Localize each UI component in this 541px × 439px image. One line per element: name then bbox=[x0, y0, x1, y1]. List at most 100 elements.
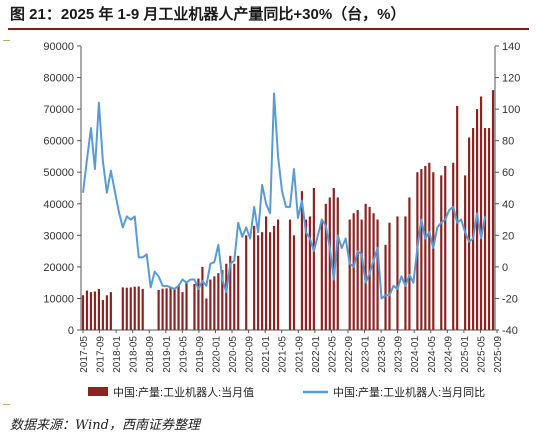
bar bbox=[137, 286, 140, 330]
bar bbox=[205, 298, 208, 330]
corner-tick-bottom bbox=[3, 404, 10, 405]
y-left-tick-label: 70000 bbox=[43, 104, 74, 116]
bar bbox=[468, 137, 471, 330]
y-left-tick-label: 90000 bbox=[43, 41, 74, 53]
x-tick-label: 2024-05 bbox=[427, 336, 438, 373]
corner-tick-top bbox=[3, 40, 10, 41]
x-tick-label: 2022-01 bbox=[311, 336, 322, 373]
bar bbox=[304, 219, 308, 330]
bar bbox=[257, 235, 260, 330]
bar bbox=[193, 283, 196, 330]
bar bbox=[217, 273, 220, 330]
bar bbox=[105, 295, 108, 330]
bar bbox=[356, 210, 359, 330]
bar bbox=[396, 216, 399, 330]
bar bbox=[276, 219, 280, 330]
x-tick-label: 2019-09 bbox=[195, 336, 206, 373]
bar bbox=[312, 188, 315, 330]
bar bbox=[424, 165, 427, 330]
x-tick-label: 2017-05 bbox=[79, 336, 90, 373]
bar bbox=[368, 206, 371, 330]
bar bbox=[93, 291, 97, 330]
bar bbox=[165, 288, 168, 330]
bar bbox=[233, 263, 236, 330]
x-tick-label: 2023-09 bbox=[394, 336, 405, 373]
bar bbox=[169, 287, 172, 330]
y-right-tick-label: 100 bbox=[502, 104, 520, 116]
x-tick-label: 2018-01 bbox=[112, 336, 123, 373]
bar bbox=[404, 216, 407, 330]
bar bbox=[479, 96, 483, 331]
y-left-tick-label: 20000 bbox=[43, 262, 74, 274]
bar bbox=[440, 175, 443, 330]
x-tick-label: 2022-05 bbox=[327, 336, 338, 373]
bar bbox=[483, 128, 487, 330]
bar bbox=[85, 290, 89, 330]
bar bbox=[213, 276, 216, 330]
bar bbox=[420, 169, 423, 330]
x-tick-label: 2025-09 bbox=[493, 336, 504, 373]
bar bbox=[487, 128, 491, 330]
bar bbox=[265, 216, 268, 330]
bar bbox=[261, 232, 264, 330]
x-tick-label: 2024-09 bbox=[443, 336, 454, 373]
x-tick-label: 2021-09 bbox=[294, 336, 305, 373]
legend-swatch-bar bbox=[88, 387, 108, 396]
bar bbox=[352, 213, 355, 330]
bar bbox=[201, 266, 204, 330]
bar bbox=[229, 255, 232, 330]
bar bbox=[388, 222, 391, 330]
bar bbox=[472, 128, 475, 330]
bar bbox=[268, 232, 272, 330]
bar bbox=[109, 292, 112, 330]
x-tick-label: 2025-01 bbox=[460, 336, 471, 373]
bar bbox=[237, 255, 240, 330]
x-tick-label: 2022-09 bbox=[344, 336, 355, 373]
bar bbox=[464, 175, 467, 330]
x-tick-label: 2021-01 bbox=[261, 336, 272, 373]
bar bbox=[129, 287, 132, 330]
bar bbox=[197, 278, 200, 330]
y-left-tick-label: 60000 bbox=[43, 136, 74, 148]
bar bbox=[173, 289, 176, 330]
bar bbox=[432, 172, 435, 330]
bar bbox=[101, 300, 104, 330]
figure-title: 图 21：2025 年 1-9 月工业机器人产量同比+30%（台，%） bbox=[10, 6, 406, 23]
y-left-tick-label: 50000 bbox=[43, 167, 74, 179]
bar bbox=[89, 292, 93, 330]
bar bbox=[161, 288, 164, 330]
bar bbox=[348, 219, 351, 330]
y-left-tick-label: 30000 bbox=[43, 230, 74, 242]
y-right-tick-label: 20 bbox=[502, 230, 514, 242]
x-tick-label: 2018-09 bbox=[145, 336, 156, 373]
y-right-tick-label: -40 bbox=[502, 325, 518, 337]
legend-label-bar: 中国:产量:工业机器人:当月值 bbox=[113, 385, 254, 399]
bar bbox=[364, 203, 367, 330]
bar bbox=[408, 197, 411, 330]
x-tick-label: 2020-09 bbox=[245, 336, 256, 373]
bar bbox=[81, 295, 85, 330]
bar bbox=[324, 203, 327, 330]
bar bbox=[141, 288, 144, 330]
bar bbox=[328, 197, 331, 330]
bar bbox=[221, 270, 224, 330]
bar bbox=[185, 282, 188, 330]
bar bbox=[444, 165, 447, 330]
bar bbox=[376, 219, 379, 330]
y-left-tick-label: 40000 bbox=[43, 199, 74, 211]
y-right-tick-label: -20 bbox=[502, 293, 518, 305]
bar bbox=[253, 225, 256, 330]
bar bbox=[428, 162, 431, 330]
yoy-line bbox=[81, 92, 487, 300]
y-left-tick-label: 80000 bbox=[43, 73, 74, 85]
bar bbox=[245, 235, 248, 330]
bar bbox=[491, 90, 495, 331]
bar bbox=[121, 287, 124, 330]
y-left-tick-label: 0 bbox=[68, 325, 74, 337]
x-tick-label: 2020-01 bbox=[211, 336, 222, 373]
x-tick-label: 2017-09 bbox=[96, 336, 107, 373]
x-tick-label: 2023-05 bbox=[377, 336, 388, 373]
source-note: 数据来源：Wind，西南证券整理 bbox=[10, 418, 200, 433]
y-right-tick-label: 120 bbox=[502, 73, 520, 85]
bar bbox=[133, 286, 136, 330]
